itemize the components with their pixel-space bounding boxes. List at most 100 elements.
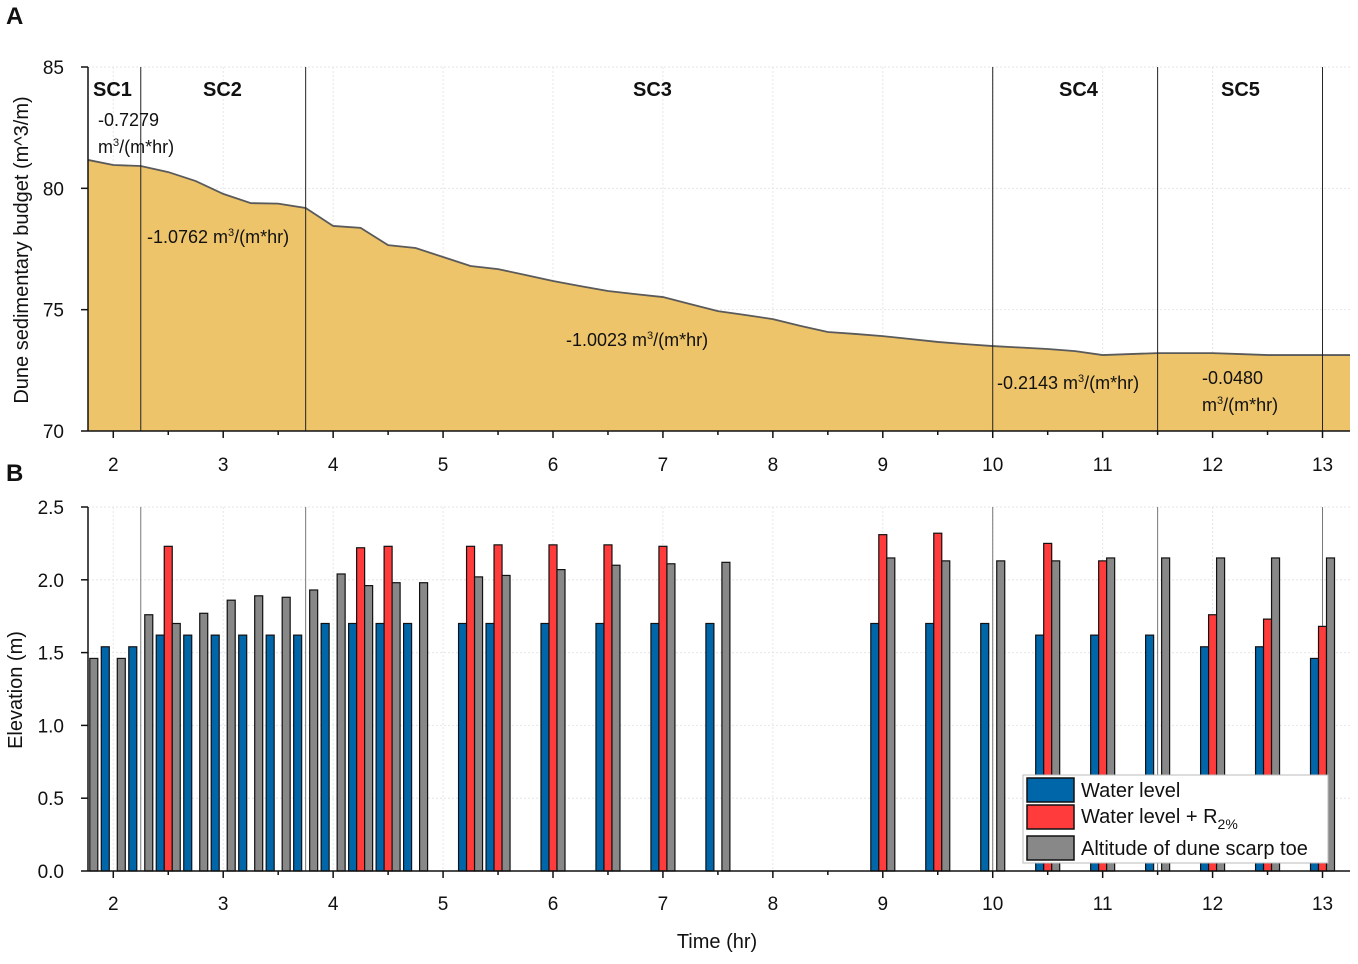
x-tick-label: 10: [982, 894, 1003, 915]
x-tick-label: 10: [982, 455, 1003, 476]
stage-label-sc1: SC1: [93, 79, 132, 101]
legend-label-scarp-toe: Altitude of dune scarp toe: [1081, 838, 1308, 860]
scarp-toe-bar: [666, 563, 676, 872]
water-level-bar: [650, 622, 660, 872]
water-level-bar: [870, 622, 880, 872]
x-tick-label: 3: [218, 894, 229, 915]
legend-swatch-scarp-toe: [1026, 835, 1075, 861]
rate-sc5-unit: m3/(m*hr): [1202, 395, 1278, 415]
stage-labels: SC1 SC2 SC3 SC4 SC5: [93, 79, 1260, 101]
rate-sc4: -0.2143 m3/(m*hr): [997, 373, 1139, 393]
sediment-budget-line: [87, 159, 1350, 356]
legend-label-water-level-r2: Water level + R2%: [1081, 806, 1238, 832]
scarp-toe-bar: [501, 574, 511, 872]
x-tick-label: 4: [328, 894, 339, 915]
water-level-r2-bar: [356, 547, 366, 872]
scarp-toe-bar: [391, 582, 401, 872]
water-level-r2-bar: [933, 532, 943, 872]
water-level-bar: [705, 622, 715, 872]
scarp-toe-bar: [556, 569, 566, 872]
water-level-bar: [348, 622, 358, 872]
rate-sc5-value: -0.0480: [1202, 368, 1263, 388]
x-tick-label: 5: [438, 894, 449, 915]
x-tick-label: 2: [108, 455, 119, 476]
scarp-toe-bar: [721, 561, 731, 872]
water-level-bar: [210, 634, 220, 872]
scarp-toe-bar: [89, 657, 99, 872]
legend-swatch-water-level-r2: [1026, 804, 1075, 830]
x-tick-label: 12: [1202, 894, 1223, 915]
scarp-toe-bar: [473, 576, 484, 872]
rate-sc1-value: -0.7279: [98, 110, 159, 130]
y-tick-label: 0.5: [38, 789, 64, 810]
sediment-budget-area: [88, 159, 1350, 431]
scarp-toe-bar: [886, 557, 896, 872]
y-tick-label: 1.0: [38, 716, 64, 737]
y-tick-label: 85: [43, 58, 64, 79]
y-tick-label: 1.5: [38, 644, 64, 665]
x-tick-label: 8: [768, 894, 779, 915]
y-tick-label: 0.0: [38, 862, 64, 883]
x-tick-label: 6: [548, 455, 559, 476]
scarp-toe-bar: [418, 582, 429, 872]
y-tick-label: 75: [43, 301, 64, 322]
legend-swatch-water-level: [1026, 777, 1075, 803]
x-tick-label: 7: [658, 894, 669, 915]
y-tick-label: 2.0: [38, 571, 64, 592]
panel-a-area-chart: 2 3 4 5 6 7 8 9 10 11 12 13 70 75 80 85: [43, 58, 1350, 476]
water-level-bar: [320, 622, 330, 872]
x-tick-label: 11: [1093, 455, 1113, 476]
scarp-toe-bar: [171, 622, 181, 872]
x-tick-label: 6: [548, 894, 559, 915]
scarp-toe-bar: [364, 585, 374, 872]
x-tick-label: 12: [1202, 455, 1223, 476]
x-tick-label: 13: [1312, 894, 1333, 915]
x-tick-label: 5: [438, 455, 449, 476]
scarp-toe-bar: [226, 599, 236, 872]
water-level-r2-bar: [163, 545, 173, 872]
x-tick-label: 8: [768, 455, 779, 476]
water-level-bar: [375, 622, 385, 872]
scarp-toe-bar: [199, 612, 209, 872]
panel-a-y-axis-title: Dune sedimentary budget (m^3/m): [11, 96, 33, 403]
y-tick-label: 70: [43, 422, 64, 443]
water-level-r2-bar: [493, 544, 503, 872]
legend: Water level Water level + R2% Altitude o…: [1022, 774, 1329, 864]
stage-label-sc4: SC4: [1059, 79, 1099, 101]
x-tick-label: 11: [1093, 894, 1113, 915]
stage-label-sc2: SC2: [203, 79, 242, 101]
scarp-toe-bar: [996, 560, 1006, 872]
water-level-bar: [293, 634, 303, 872]
water-level-bar: [925, 622, 935, 872]
panel-b-y-axis-title: Elevation (m): [5, 631, 27, 749]
x-tick-label: 4: [328, 455, 339, 476]
scarp-toe-bar: [336, 573, 346, 872]
water-level-r2-bar: [878, 534, 888, 872]
water-level-r2-bar: [603, 544, 613, 872]
x-tick-label: 7: [658, 455, 669, 476]
scarp-toe-bar: [941, 560, 951, 872]
x-tick-label: 3: [218, 455, 229, 476]
x-tick-label: 9: [878, 894, 889, 915]
stage-label-sc3: SC3: [633, 79, 672, 101]
x-tick-label: 9: [878, 455, 889, 476]
water-level-bar: [183, 634, 193, 872]
stage-label-sc5: SC5: [1221, 79, 1260, 101]
water-level-bar: [540, 622, 550, 872]
x-axis-title: Time (hr): [677, 931, 757, 953]
rate-sc2: -1.0762 m3/(m*hr): [147, 227, 289, 247]
water-level-r2-bar: [383, 545, 393, 872]
water-level-bar: [457, 622, 468, 872]
water-level-r2-bar: [548, 544, 558, 872]
water-level-bar: [265, 634, 275, 872]
water-level-bar: [485, 622, 495, 872]
water-level-bar: [155, 634, 165, 872]
panel-label-b: B: [6, 460, 23, 487]
x-tick-label: 13: [1312, 455, 1333, 476]
y-tick-label: 2.5: [38, 498, 64, 519]
rate-sc1-unit: m3/(m*hr): [98, 137, 174, 157]
water-level-bar: [595, 622, 605, 872]
rate-annotations: -0.7279 m3/(m*hr) -1.0762 m3/(m*hr) -1.0…: [98, 110, 1278, 415]
scarp-toe-bar: [254, 595, 264, 872]
